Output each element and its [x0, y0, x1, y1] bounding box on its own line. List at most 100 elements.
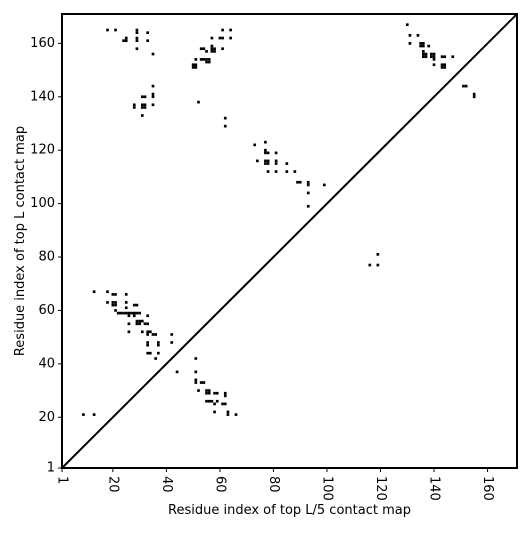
contact-point	[408, 42, 412, 45]
contact-point	[274, 170, 278, 173]
contact-point	[207, 58, 211, 61]
contact-point	[143, 95, 147, 99]
contact-point	[151, 95, 155, 99]
contact-point	[157, 343, 160, 347]
contact-point	[138, 311, 141, 315]
contact-point	[114, 301, 117, 304]
contact-point	[138, 322, 141, 326]
contact-point	[207, 389, 211, 392]
contact-point	[306, 183, 310, 187]
y-tick-label: 60	[38, 303, 55, 318]
contact-point	[226, 413, 230, 416]
contact-point	[266, 151, 270, 155]
contact-point	[229, 28, 232, 32]
contact-point	[148, 351, 152, 355]
contact-point	[296, 180, 299, 184]
contact-point	[213, 402, 216, 406]
contact-point	[432, 58, 436, 61]
contact-point	[210, 44, 214, 48]
contact-point	[443, 63, 447, 67]
contact-point	[191, 66, 195, 69]
contact-point	[264, 159, 267, 163]
contact-point	[440, 66, 444, 69]
contact-point	[213, 391, 216, 395]
x-tick-label: 40	[159, 476, 174, 493]
contact-point	[285, 162, 289, 165]
contact-point	[111, 301, 115, 304]
contact-point	[151, 103, 155, 107]
contact-point	[210, 47, 214, 51]
x-axis-label: Residue index of top L/5 contact map	[168, 503, 411, 518]
contact-point	[416, 34, 420, 37]
contact-point	[443, 55, 447, 59]
y-tick-label: 100	[30, 196, 55, 211]
contact-point	[443, 66, 447, 69]
contact-point	[376, 263, 380, 267]
contact-point	[223, 402, 227, 406]
contact-point	[140, 95, 144, 99]
contact-point	[116, 311, 120, 315]
y-tick-label: 40	[38, 356, 55, 371]
y-tick-label: 20	[38, 410, 55, 425]
contact-point	[223, 394, 227, 398]
contact-point	[266, 162, 270, 165]
contact-point	[221, 36, 224, 40]
contact-point	[148, 330, 152, 334]
contact-point	[132, 106, 136, 109]
plot-frame	[61, 13, 518, 469]
contact-point	[157, 341, 160, 344]
contact-point	[264, 151, 267, 155]
contact-point	[274, 151, 278, 155]
contact-point	[253, 143, 257, 147]
contact-point	[92, 290, 96, 294]
contact-point	[114, 303, 117, 307]
contact-point	[146, 341, 149, 344]
contact-point	[114, 309, 117, 312]
contact-point	[451, 55, 455, 59]
contact-point	[226, 410, 230, 414]
contact-point	[215, 399, 219, 403]
contact-point	[293, 170, 297, 173]
contact-point	[408, 34, 412, 37]
contact-point	[221, 47, 224, 51]
contact-point	[213, 410, 216, 414]
contact-point	[210, 36, 214, 40]
contact-point	[170, 341, 174, 344]
contact-point	[132, 311, 136, 315]
contact-point	[462, 84, 465, 88]
contact-point	[170, 333, 174, 336]
contact-point	[221, 402, 224, 406]
contact-point	[298, 180, 302, 184]
contact-point	[151, 84, 155, 88]
contact-point	[135, 319, 139, 323]
contact-point	[127, 311, 131, 315]
contact-point	[124, 311, 128, 315]
contact-point	[194, 381, 198, 384]
contact-point	[140, 106, 144, 109]
contact-point	[146, 330, 149, 334]
y-tick-label: 80	[38, 250, 55, 265]
contact-point	[427, 44, 431, 48]
contact-point	[229, 36, 232, 40]
contact-point	[205, 399, 208, 403]
contact-point	[421, 50, 425, 53]
contact-point	[266, 159, 270, 163]
contact-point	[111, 303, 115, 307]
contact-point	[405, 23, 409, 27]
contact-point	[202, 381, 206, 384]
contact-point	[376, 253, 380, 256]
contact-point	[210, 399, 214, 403]
contact-point	[146, 39, 149, 43]
contact-point	[221, 28, 224, 32]
contact-point	[140, 319, 144, 323]
contact-point	[127, 330, 131, 334]
contact-point	[191, 63, 195, 67]
contact-point	[223, 124, 227, 128]
contact-point	[146, 333, 149, 336]
contact-point	[140, 103, 144, 107]
contact-point	[207, 399, 211, 403]
contact-point	[124, 301, 128, 304]
contact-point	[440, 55, 444, 59]
contact-point	[135, 311, 139, 315]
contact-point	[194, 357, 198, 360]
